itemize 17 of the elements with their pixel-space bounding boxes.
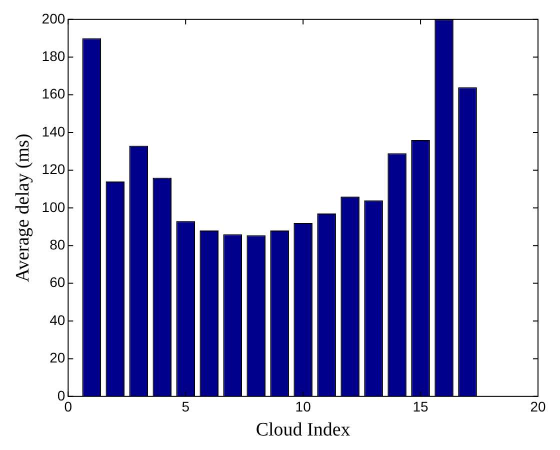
y-tick-label: 100 bbox=[42, 198, 66, 215]
y-axis-title: Average delay (ms) bbox=[12, 134, 34, 282]
y-tick-label: 160 bbox=[42, 86, 66, 102]
y-tick-label: 140 bbox=[42, 123, 66, 140]
x-tick-label: 5 bbox=[182, 398, 190, 415]
y-tick-label: 200 bbox=[42, 10, 66, 26]
y-tick-label: 0 bbox=[57, 387, 66, 404]
x-tick-label: 15 bbox=[412, 398, 429, 415]
y-tick-label: 60 bbox=[50, 274, 66, 290]
y-tick-label: 80 bbox=[50, 236, 66, 252]
y-tick-label: 120 bbox=[42, 161, 66, 178]
x-tick-label: 10 bbox=[295, 398, 312, 415]
y-tick-label: 20 bbox=[50, 350, 66, 366]
y-tick-label: 180 bbox=[42, 48, 66, 64]
y-tick-label: 40 bbox=[50, 312, 66, 328]
x-tick-label: 20 bbox=[530, 398, 546, 415]
x-axis-title: Cloud Index bbox=[256, 420, 351, 441]
